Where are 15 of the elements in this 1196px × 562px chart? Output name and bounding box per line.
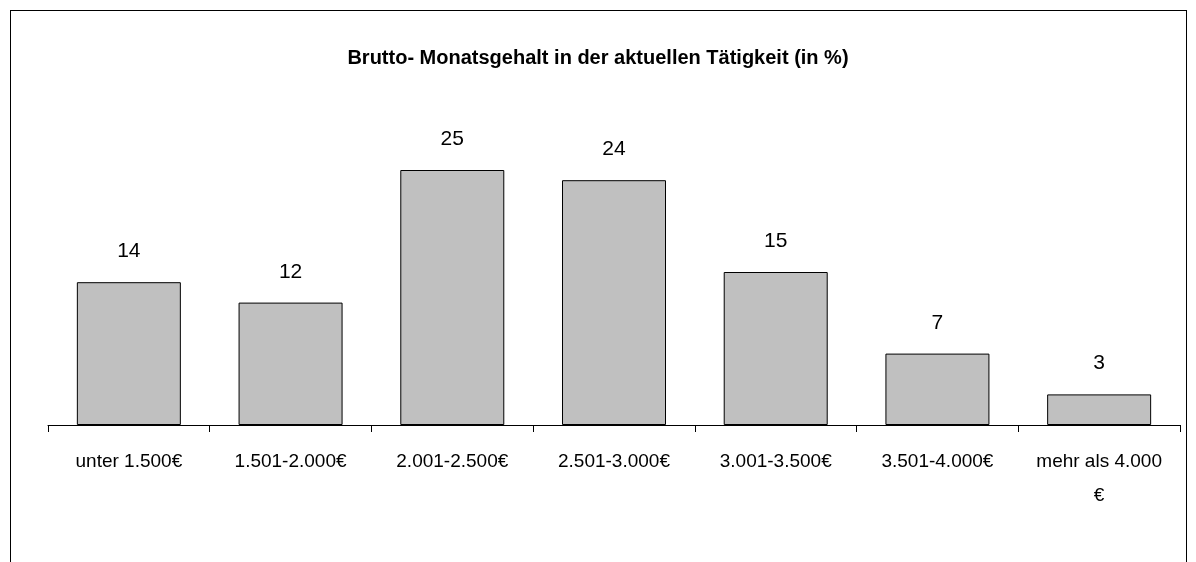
x-tick-label: 1.501-2.000€ <box>234 449 347 471</box>
x-tick-label: mehr als 4.000€ <box>1036 449 1162 505</box>
data-label: 3 <box>1093 350 1105 374</box>
data-label: 25 <box>440 126 464 149</box>
x-tick-label: 2.501-3.000€ <box>558 449 671 471</box>
data-label: 12 <box>278 258 303 282</box>
x-tick-label: 2.001-2.500€ <box>396 449 509 471</box>
data-label: 24 <box>602 136 626 160</box>
data-label: 14 <box>117 238 141 262</box>
x-tick-label: 3.501-4.000€ <box>881 449 994 471</box>
chart-title: Brutto- Monatsgehalt in der aktuellen Tätigkeit (in %) <box>347 46 849 68</box>
data-label: 7 <box>931 309 944 333</box>
x-tick-label: unter 1.500€ <box>75 449 183 471</box>
x-tick-label: 3.001-3.500€ <box>719 449 833 471</box>
data-label: 15 <box>764 228 788 251</box>
